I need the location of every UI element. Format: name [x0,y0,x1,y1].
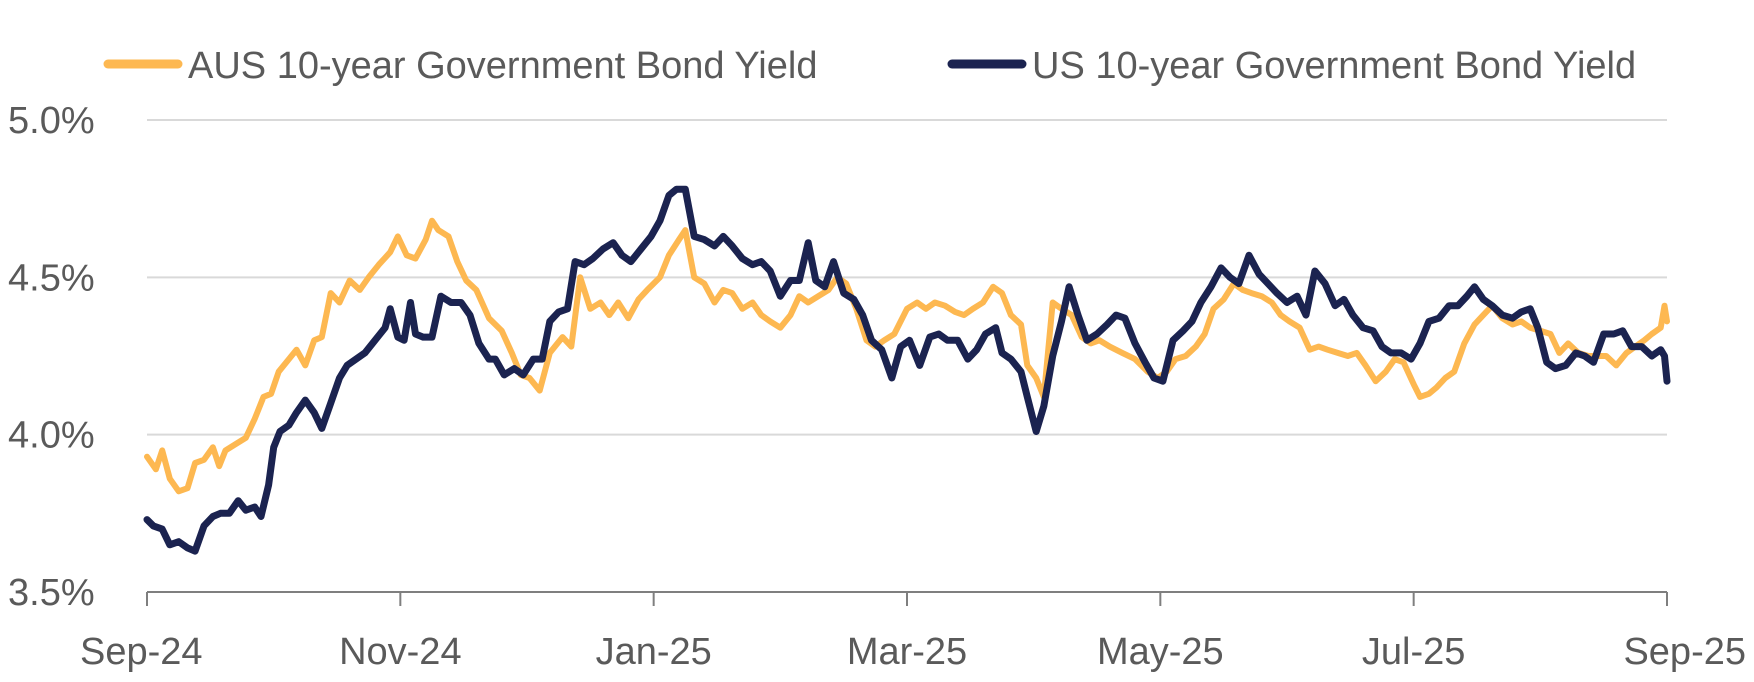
x-axis: Sep-24 Nov-24 Jan-25 Mar-25 May-25 Jul-25 Sep-… [80,591,1746,673]
x-tick-label: Jan-25 [596,631,712,673]
y-tick-label: 5.0% [8,100,95,142]
x-tick-label: May-25 [1097,631,1224,673]
x-tick-label: Mar-25 [847,631,967,673]
x-tick-label: Sep-24 [80,631,203,673]
series-lines [143,185,1671,555]
y-tick-label: 4.0% [8,415,95,457]
y-tick-label: 4.5% [8,257,95,299]
y-tick-label: 3.5% [8,572,95,614]
x-tick-label: Sep-25 [1623,631,1746,673]
gridlines [147,119,1667,436]
legend: AUS 10-year Government Bond Yield US 10-… [103,45,1636,87]
series-line-aus [144,217,1670,495]
y-axis: 5.0% 4.5% 4.0% 3.5% [8,100,95,614]
x-tick-label: Jul-25 [1362,631,1466,673]
x-tick-label: Nov-24 [339,631,462,673]
legend-label-aus: AUS 10-year Government Bond Yield [188,45,817,87]
legend-label-us: US 10-year Government Bond Yield [1032,45,1636,87]
series-line-us [143,185,1671,555]
